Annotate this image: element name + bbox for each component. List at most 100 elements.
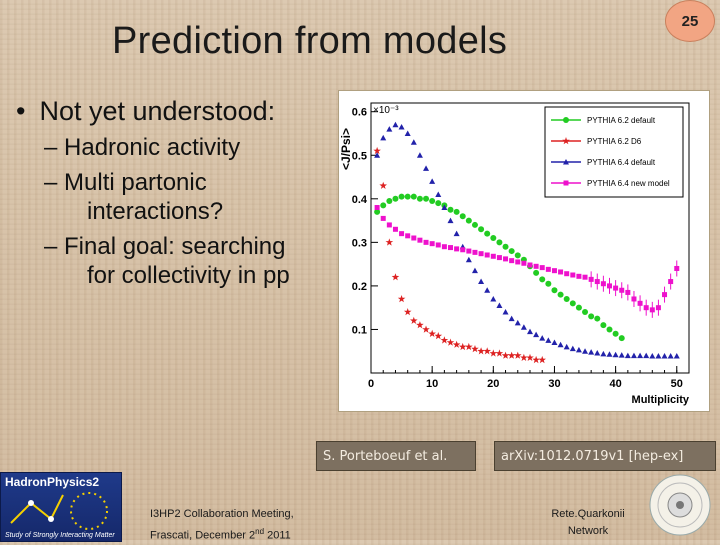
data-point xyxy=(674,265,680,271)
data-point xyxy=(374,208,381,215)
citation-authors: S. Porteboeuf et al. xyxy=(316,441,476,471)
data-point xyxy=(631,296,637,302)
data-point xyxy=(569,300,576,307)
x-axis-label: Multiplicity xyxy=(632,394,690,406)
data-point xyxy=(465,217,472,224)
data-point xyxy=(600,281,606,287)
data-point xyxy=(662,292,668,298)
legend-marker xyxy=(563,159,569,165)
data-point xyxy=(532,355,540,364)
y-tick-label: 0.4 xyxy=(352,194,368,206)
y-tick-label: 0.2 xyxy=(352,281,367,293)
bullet-list: • Not yet understood: – Hadronic activit… xyxy=(16,96,336,290)
data-point xyxy=(538,355,546,364)
sub-bullet-continuation: interactions? xyxy=(87,198,224,225)
data-point xyxy=(545,337,552,343)
data-point xyxy=(392,121,399,128)
data-point xyxy=(637,352,644,359)
data-point xyxy=(373,146,381,155)
data-point xyxy=(478,226,485,233)
data-point xyxy=(484,287,491,293)
data-point xyxy=(447,217,454,224)
data-point xyxy=(471,267,478,274)
data-point xyxy=(588,313,595,320)
data-point xyxy=(563,295,570,302)
data-point xyxy=(600,322,607,329)
data-point xyxy=(490,295,497,302)
data-point xyxy=(588,276,594,282)
data-point xyxy=(454,246,460,252)
data-point xyxy=(380,134,387,141)
data-point xyxy=(501,351,510,359)
data-point xyxy=(459,213,466,220)
data-point xyxy=(545,266,551,272)
data-point xyxy=(465,256,472,263)
data-point xyxy=(429,241,435,247)
data-point xyxy=(434,332,443,340)
data-point xyxy=(410,193,417,200)
data-point xyxy=(448,245,453,251)
data-point xyxy=(496,239,503,246)
sub-bullet-continuation: for collectivity in pp xyxy=(87,262,290,289)
data-point xyxy=(423,165,430,171)
data-point xyxy=(440,336,449,344)
legend-marker xyxy=(562,137,570,145)
data-point xyxy=(471,345,479,353)
data-point xyxy=(570,272,576,278)
data-point xyxy=(380,202,387,209)
data-point xyxy=(667,353,674,359)
data-point xyxy=(551,287,558,294)
data-point xyxy=(551,339,558,346)
data-point xyxy=(405,233,411,239)
legend-marker xyxy=(563,180,569,186)
data-point xyxy=(428,329,436,337)
data-point xyxy=(521,260,527,266)
data-point xyxy=(630,352,637,359)
slide-title: Prediction from models xyxy=(112,20,508,62)
data-point xyxy=(594,349,601,356)
data-point xyxy=(539,276,546,283)
data-point xyxy=(582,348,589,354)
data-point xyxy=(392,195,399,202)
data-point xyxy=(551,268,557,274)
data-point xyxy=(441,244,447,250)
data-point xyxy=(392,226,398,232)
data-point xyxy=(624,352,631,359)
data-point xyxy=(668,279,674,285)
sub-bullet-text: Multi partonic xyxy=(64,169,207,196)
data-point xyxy=(465,342,473,351)
data-point xyxy=(514,252,521,259)
data-point xyxy=(649,353,656,359)
x-tick-label: 20 xyxy=(487,378,499,390)
data-point xyxy=(374,205,380,211)
data-point xyxy=(594,279,600,285)
y-tick-label: 0.6 xyxy=(352,107,367,119)
data-point xyxy=(606,326,613,333)
data-point xyxy=(508,315,515,322)
data-point xyxy=(411,235,417,241)
data-point xyxy=(515,259,521,265)
sub-bullet-text: Final goal: searching xyxy=(64,233,286,260)
legend-label: PYTHIA 6.4 default xyxy=(587,158,656,167)
data-point xyxy=(403,308,412,316)
sub-bullet-3: – Final goal: searching for collectivity … xyxy=(44,232,336,290)
x-tick-label: 0 xyxy=(368,378,374,390)
data-point xyxy=(490,235,497,241)
data-point xyxy=(441,204,448,211)
data-point xyxy=(527,262,533,268)
data-point xyxy=(649,307,655,313)
data-point xyxy=(625,289,631,295)
network-info: Rete.Quarkonii Network xyxy=(548,506,628,540)
data-point xyxy=(374,152,381,158)
data-point xyxy=(435,200,442,207)
data-point xyxy=(557,341,564,348)
data-point xyxy=(386,126,393,132)
x-tick-label: 10 xyxy=(426,378,438,390)
meeting-info: I3HP2 Collaboration Meeting, Frascati, D… xyxy=(150,506,294,545)
data-point xyxy=(655,305,661,311)
data-point xyxy=(478,251,484,257)
plot-svg: 0 10 20 30 40 50 0.1 0.2 0.3 0.4 0.5 0.6 ×10⁻³ <J/Psi… xyxy=(339,102,690,406)
data-point xyxy=(576,273,582,279)
sub-bullet-1: – Hadronic activity xyxy=(44,134,241,161)
data-point xyxy=(399,231,405,237)
